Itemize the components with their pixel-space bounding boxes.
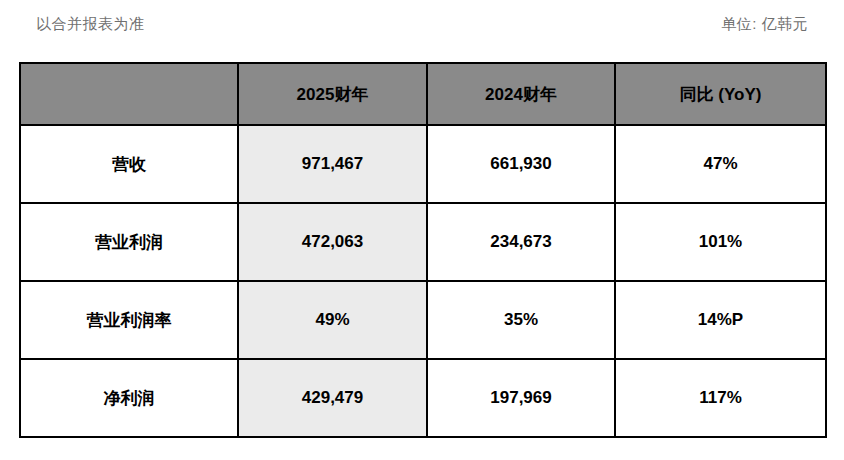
header-fy2024: 2024财年 xyxy=(427,63,615,125)
table-row-operating-profit: 营业利润 472,063 234,673 101% xyxy=(20,203,826,281)
row-label: 净利润 xyxy=(20,359,238,437)
cell-fy2024: 197,969 xyxy=(427,359,615,437)
cell-yoy: 101% xyxy=(615,203,826,281)
unit-label: 单位: 亿韩元 xyxy=(721,15,808,34)
cell-yoy: 14%P xyxy=(615,281,826,359)
consolidated-basis-note: 以合并报表为准 xyxy=(36,15,145,34)
cell-fy2025: 49% xyxy=(238,281,427,359)
table-row-net-profit: 净利润 429,479 197,969 117% xyxy=(20,359,826,437)
cell-fy2024: 661,930 xyxy=(427,125,615,203)
cell-yoy: 47% xyxy=(615,125,826,203)
row-label: 营业利润率 xyxy=(20,281,238,359)
cell-fy2025: 971,467 xyxy=(238,125,427,203)
header-yoy: 同比 (YoY) xyxy=(615,63,826,125)
table-row-revenue: 营收 971,467 661,930 47% xyxy=(20,125,826,203)
cell-fy2025: 472,063 xyxy=(238,203,427,281)
cell-fy2024: 234,673 xyxy=(427,203,615,281)
header-metric xyxy=(20,63,238,125)
row-label: 营业利润 xyxy=(20,203,238,281)
cell-fy2025: 429,479 xyxy=(238,359,427,437)
header-fy2025: 2025财年 xyxy=(238,63,427,125)
cell-fy2024: 35% xyxy=(427,281,615,359)
table-row-operating-margin: 营业利润率 49% 35% 14%P xyxy=(20,281,826,359)
cell-yoy: 117% xyxy=(615,359,826,437)
row-label: 营收 xyxy=(20,125,238,203)
table-header-row: 2025财年 2024财年 同比 (YoY) xyxy=(20,63,826,125)
financial-results-table: 2025财年 2024财年 同比 (YoY) 营收 971,467 661,93… xyxy=(19,62,827,438)
